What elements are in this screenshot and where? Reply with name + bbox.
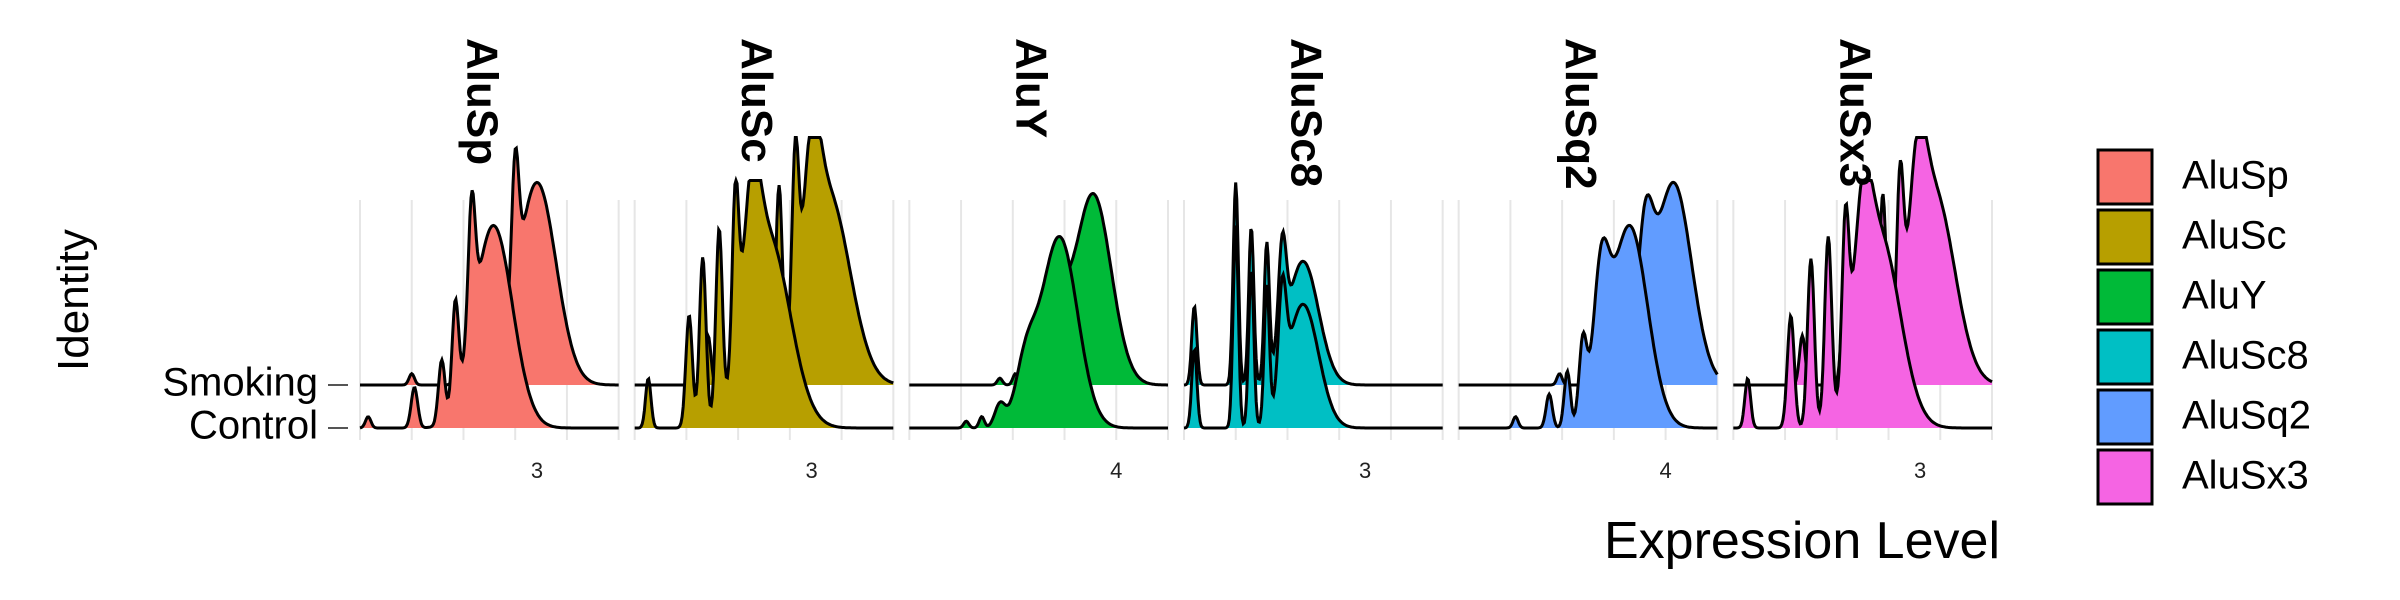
legend-swatch-AluSx3 <box>2096 448 2154 506</box>
x-tick-label: 4 <box>1110 458 1122 483</box>
y-tick-control: Control <box>189 404 318 448</box>
legend-swatch-AluSp <box>2096 148 2154 206</box>
x-axis-label: Expression Level <box>1604 512 2000 570</box>
density-AluSp-smoking <box>360 148 619 385</box>
y-tick-smoking: Smoking <box>162 361 318 405</box>
legend-label-AluSx3: AluSx3 <box>2182 454 2309 498</box>
legend-label-AluSc: AluSc <box>2182 214 2287 258</box>
legend-label-AluSp: AluSp <box>2182 154 2289 198</box>
x-tick-label: 3 <box>1359 458 1371 483</box>
panel-AluSc8: 3 AluSc8 <box>1183 38 1444 483</box>
facet-title-AluSx3: AluSx3 <box>1831 38 1880 187</box>
legend: AluSp AluSc AluY AluSc8 AluSq2 AluSx3 <box>2096 148 2311 506</box>
density-AluSq2-control <box>1458 225 1718 428</box>
panel-AluSx3: 3 AluSx3 <box>1732 38 1993 483</box>
panel-AluSp: 3 AluSp <box>359 38 620 483</box>
panel-AluSc: 3 AluSc <box>633 38 895 483</box>
facet-title-AluSc8: AluSc8 <box>1281 38 1330 187</box>
panel-AluY: 4 AluY <box>908 38 1169 483</box>
density-AluSx3-control <box>1733 180 1992 428</box>
facet-title-AluSq2: AluSq2 <box>1556 38 1605 190</box>
legend-label-AluSq2: AluSq2 <box>2182 394 2311 438</box>
density-AluSx3-smoking <box>1733 137 1992 385</box>
density-AluY-smoking <box>909 193 1168 385</box>
legend-swatch-AluSc8 <box>2096 328 2154 386</box>
legend-swatch-AluY <box>2096 268 2154 326</box>
facet-title-AluY: AluY <box>1007 38 1056 138</box>
density-AluSp-control <box>360 190 619 428</box>
y-axis-label: Identity <box>49 229 98 371</box>
facet-title-AluSp: AluSp <box>457 38 506 165</box>
x-tick-label: 3 <box>1914 458 1926 483</box>
panels: 3 AluSp 3 AluSc 4 AluY 3 AluSc8 4 AluSq2 3 AluSx3 <box>359 38 1993 483</box>
legend-swatch-AluSq2 <box>2096 388 2154 446</box>
x-tick-label: 3 <box>806 458 818 483</box>
density-AluY-control <box>909 236 1168 428</box>
x-tick-label: 4 <box>1659 458 1671 483</box>
facet-title-AluSc: AluSc <box>732 38 781 163</box>
legend-swatch-AluSc <box>2096 208 2154 266</box>
legend-label-AluSc8: AluSc8 <box>2182 334 2309 378</box>
x-tick-label: 3 <box>531 458 543 483</box>
legend-label-AluY: AluY <box>2182 274 2267 318</box>
panel-AluSq2: 4 AluSq2 <box>1457 38 1719 483</box>
